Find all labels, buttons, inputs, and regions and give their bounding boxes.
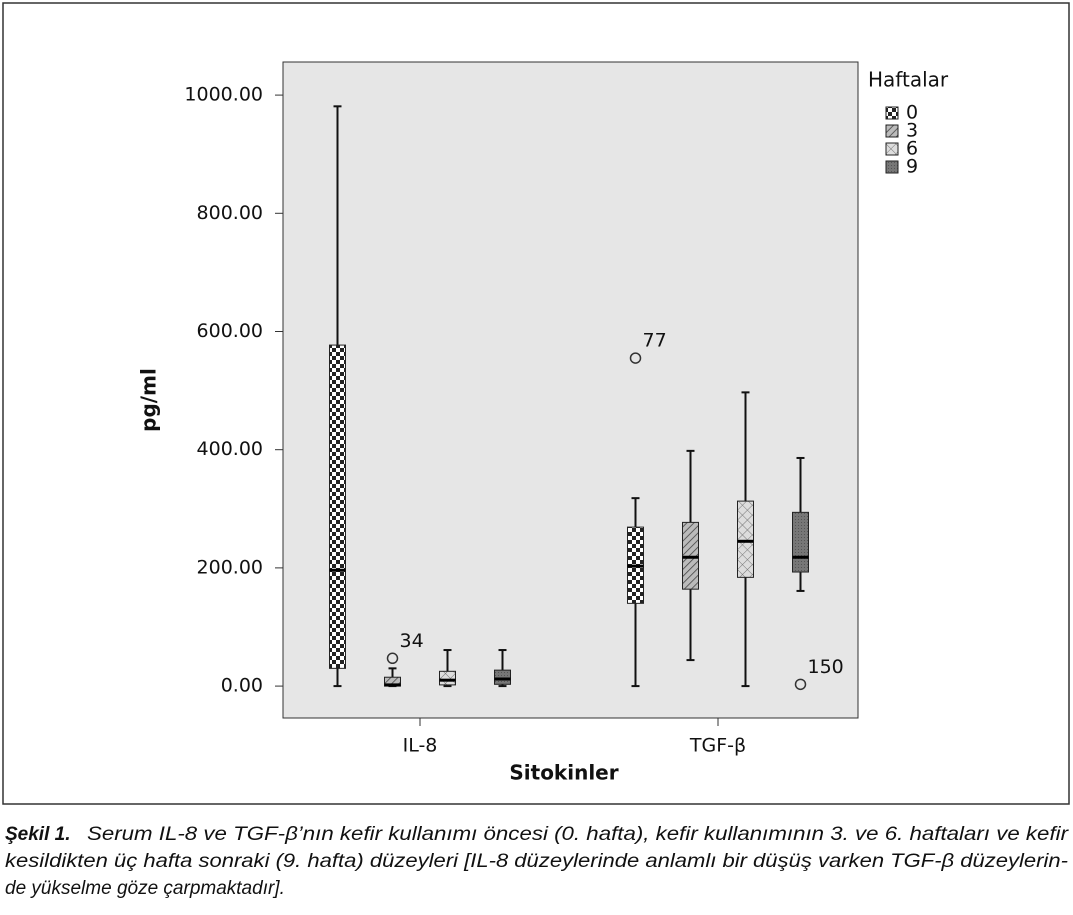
- outlier: [794, 678, 807, 691]
- y-tick-label: 0.00: [221, 675, 263, 697]
- caption-line: Serum IL-8 ve TGF-β’nın kefir kullanımı …: [87, 824, 1069, 845]
- outlier-label: 150: [808, 656, 844, 678]
- legend-label: 6: [906, 138, 918, 160]
- box: [494, 669, 511, 685]
- x-tick-label: TGF-β: [689, 735, 746, 757]
- box: [737, 500, 754, 578]
- y-tick-label: 200.00: [197, 556, 263, 578]
- legend-swatch: [885, 160, 899, 174]
- y-tick-label: 400.00: [197, 438, 263, 460]
- box: [329, 344, 346, 669]
- plot-area: [282, 61, 859, 719]
- y-tick-label: 800.00: [197, 202, 263, 224]
- y-tick-label: 1000.00: [184, 84, 263, 106]
- legend-swatch: [885, 142, 899, 156]
- legend-swatch: [885, 106, 899, 120]
- outlier: [629, 352, 642, 364]
- caption-line: kesildikten üç hafta sonraki (9. hafta) …: [5, 851, 1068, 872]
- legend-label: 0: [906, 102, 918, 124]
- legend-label: 3: [906, 120, 918, 142]
- y-tick-label: 600.00: [197, 320, 263, 342]
- outlier-label: 77: [643, 330, 667, 352]
- box: [439, 670, 456, 686]
- box: [792, 511, 809, 573]
- caption-line: de yükselme göze çarpmaktadır].: [5, 878, 285, 899]
- outlier-label: 34: [400, 630, 424, 652]
- caption-label: Şekil 1.: [5, 824, 71, 845]
- y-axis-label: pg/ml: [137, 368, 161, 432]
- legend-swatch: [885, 124, 899, 138]
- legend-title: Haftalar: [868, 68, 949, 92]
- x-tick-label: IL-8: [403, 735, 438, 757]
- legend-label: 9: [906, 156, 918, 178]
- outlier: [386, 652, 399, 665]
- x-axis-label: Sitokinler: [509, 761, 618, 785]
